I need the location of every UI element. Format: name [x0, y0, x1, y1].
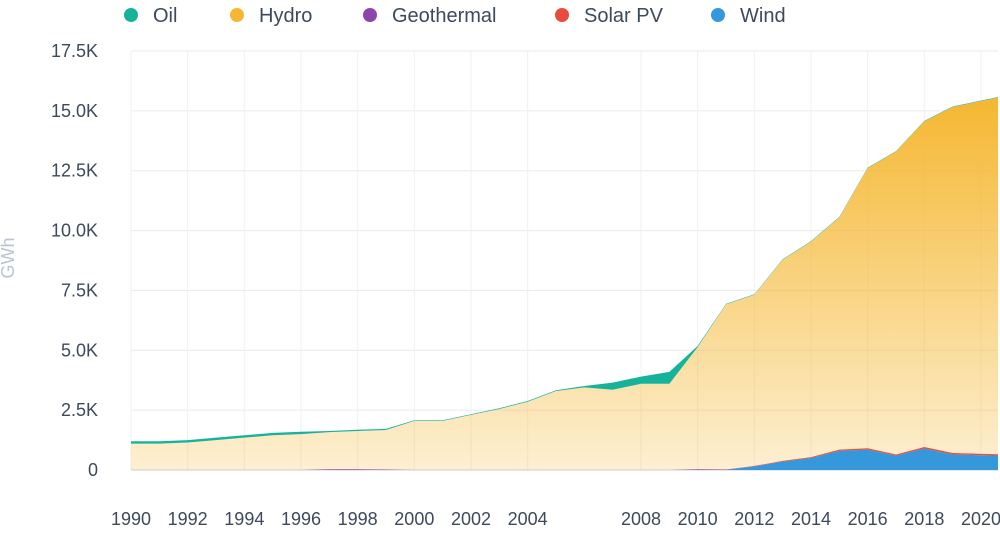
x-tick-label: 2020	[961, 509, 1000, 529]
legend-item-wind[interactable]: Wind	[711, 5, 786, 27]
y-axis-label: GWh	[0, 237, 18, 278]
y-tick-label: 0	[88, 460, 98, 480]
x-tick-label: 2012	[734, 509, 774, 529]
x-tick-label: 2004	[508, 509, 548, 529]
y-tick-label: 15.0K	[51, 101, 98, 121]
x-tick-label: 2018	[904, 509, 944, 529]
y-tick-label: 2.5K	[61, 400, 98, 420]
legend: Oil Hydro Geothermal Solar PV Wind	[124, 5, 786, 27]
legend-item-oil[interactable]: Oil	[124, 5, 177, 27]
x-tick-label: 1994	[224, 509, 264, 529]
x-tick-label: 1998	[338, 509, 378, 529]
x-tick-label: 1990	[111, 509, 151, 529]
x-tick-label: 2008	[621, 509, 661, 529]
legend-marker	[230, 8, 244, 22]
series-areas	[131, 96, 998, 470]
y-axis: 0 2.5K 5.0K 7.5K 10.0K 12.5K 15.0K 17.5K	[51, 41, 98, 480]
legend-marker	[363, 8, 377, 22]
x-axis: 1990 1992 1994 1996 1998 2000 2002 2004 2008 2010…	[111, 509, 1000, 529]
y-tick-label: 5.0K	[61, 340, 98, 360]
legend-marker	[555, 8, 569, 22]
legend-label: Solar PV	[584, 5, 664, 27]
x-tick-label: 2010	[678, 509, 718, 529]
area-wind	[131, 448, 998, 470]
legend-item-geothermal[interactable]: Geothermal	[363, 5, 497, 27]
legend-marker	[711, 8, 725, 22]
legend-marker	[124, 8, 138, 22]
x-tick-label: 2016	[848, 509, 888, 529]
x-tick-label: 2000	[394, 509, 434, 529]
y-tick-label: 17.5K	[51, 41, 98, 61]
legend-label: Oil	[153, 5, 177, 27]
legend-label: Geothermal	[392, 5, 497, 27]
y-tick-label: 7.5K	[61, 280, 98, 300]
x-tick-label: 1996	[281, 509, 321, 529]
x-tick-label: 2002	[451, 509, 491, 529]
area-hydro	[131, 97, 998, 470]
legend-item-solar-pv[interactable]: Solar PV	[555, 5, 664, 27]
legend-label: Hydro	[259, 5, 312, 27]
x-tick-label: 2014	[791, 509, 831, 529]
legend-label: Wind	[740, 5, 786, 27]
y-tick-label: 10.0K	[51, 221, 98, 241]
x-tick-label: 1992	[168, 509, 208, 529]
legend-item-hydro[interactable]: Hydro	[230, 5, 312, 27]
y-tick-label: 12.5K	[51, 161, 98, 181]
